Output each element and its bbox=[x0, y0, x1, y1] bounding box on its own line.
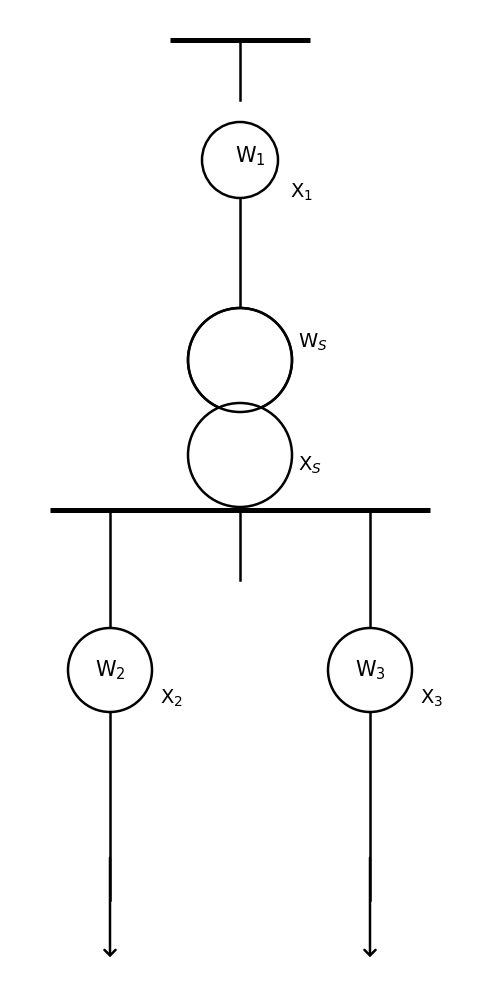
Text: W$_1$: W$_1$ bbox=[235, 144, 265, 168]
Text: X$_2$: X$_2$ bbox=[160, 688, 183, 709]
Circle shape bbox=[188, 403, 292, 507]
Circle shape bbox=[188, 308, 292, 412]
Text: W$_3$: W$_3$ bbox=[355, 658, 385, 682]
Text: W$_S$: W$_S$ bbox=[298, 331, 328, 353]
Text: X$_S$: X$_S$ bbox=[298, 454, 322, 476]
Circle shape bbox=[328, 628, 412, 712]
Circle shape bbox=[202, 122, 278, 198]
Text: X$_3$: X$_3$ bbox=[420, 688, 443, 709]
Text: W$_2$: W$_2$ bbox=[95, 658, 125, 682]
Circle shape bbox=[68, 628, 152, 712]
Text: X$_1$: X$_1$ bbox=[290, 182, 313, 203]
